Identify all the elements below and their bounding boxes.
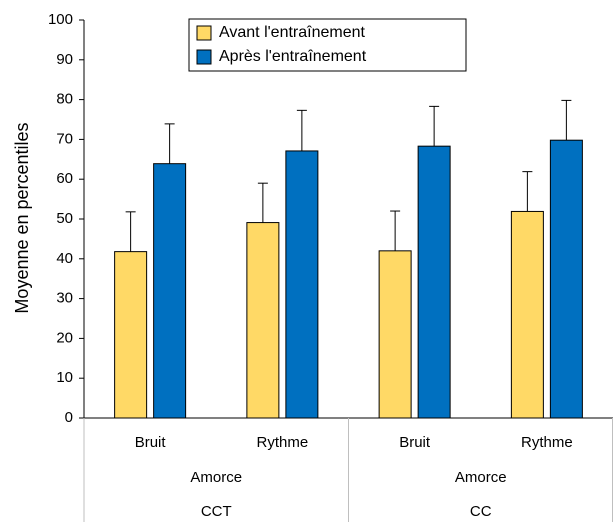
bars: [114, 99, 583, 419]
y-tick-label: 80: [56, 91, 73, 108]
x-category-label: Bruit: [399, 434, 431, 451]
y-tick-label: 0: [65, 409, 73, 426]
y-tick-label: 100: [48, 11, 73, 28]
x-group-label: CC: [470, 503, 492, 520]
bar-apres: [285, 150, 319, 419]
y-tick-label: 30: [56, 290, 73, 307]
y-axis-title: Moyenne en percentiles: [12, 122, 32, 313]
bar-avant: [246, 222, 280, 419]
x-sublabel: Amorce: [455, 469, 507, 486]
x-sublabel: Amorce: [190, 469, 242, 486]
y-tick-label: 90: [56, 51, 73, 68]
legend-swatch: [196, 49, 212, 65]
y-tick-label: 50: [56, 210, 73, 227]
bar-avant: [510, 210, 544, 419]
bar-avant: [378, 250, 412, 419]
x-axis: Bruit Rythme Bruit Rythme Amorce CCT Amorce CC: [83, 417, 613, 522]
y-tick-label: 40: [56, 250, 73, 267]
y-tick-label: 20: [56, 329, 73, 346]
legend-label: Après l'entraînement: [219, 48, 367, 65]
x-category-label: Rythme: [521, 434, 573, 451]
legend-swatch: [196, 25, 212, 41]
bar-apres: [549, 139, 583, 419]
bar-apres: [417, 145, 451, 419]
bar-apres: [153, 163, 187, 419]
bar-avant: [114, 251, 148, 419]
x-group-label: CCT: [201, 503, 232, 520]
legend: Avant l'entraînement Après l'entraînement: [188, 18, 467, 72]
y-tick-label: 70: [56, 130, 73, 147]
y-tick-label: 60: [56, 170, 73, 187]
legend-box: [188, 18, 467, 72]
x-category-label: Bruit: [135, 434, 167, 451]
legend-label: Avant l'entraînement: [219, 24, 366, 41]
y-axis: 0 10 20 30 40 50 60 70 80 90 100: [48, 11, 85, 426]
x-category-label: Rythme: [257, 434, 309, 451]
y-tick-label: 10: [56, 369, 73, 386]
